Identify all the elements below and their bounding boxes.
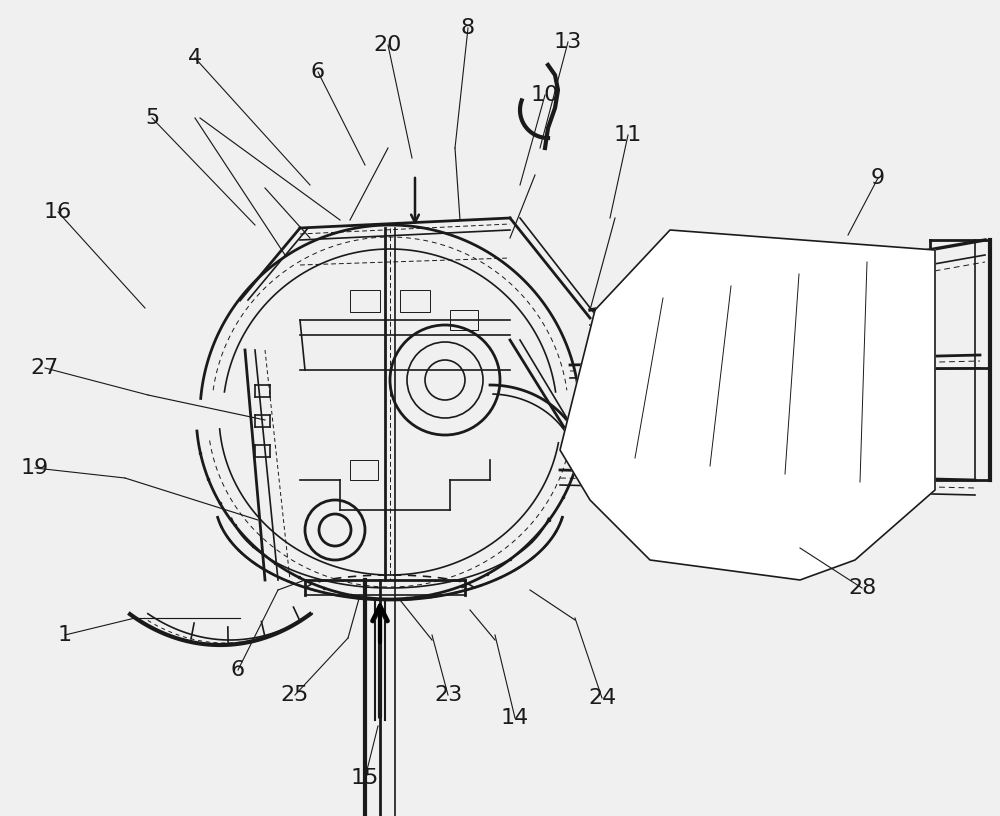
- Text: 23: 23: [434, 685, 462, 705]
- Text: 15: 15: [351, 768, 379, 788]
- Text: 19: 19: [21, 458, 49, 478]
- Text: 6: 6: [311, 62, 325, 82]
- Bar: [350, 290, 380, 312]
- Text: 1: 1: [58, 625, 72, 645]
- Polygon shape: [560, 230, 935, 580]
- Text: 9: 9: [871, 168, 885, 188]
- Bar: [400, 290, 430, 312]
- Text: 27: 27: [31, 358, 59, 378]
- Text: 4: 4: [188, 48, 202, 68]
- Text: 20: 20: [374, 35, 402, 55]
- Bar: [450, 310, 478, 330]
- Text: 6: 6: [231, 660, 245, 680]
- Text: 5: 5: [145, 108, 159, 128]
- Text: 24: 24: [588, 688, 616, 708]
- Text: 13: 13: [554, 32, 582, 52]
- Text: 16: 16: [44, 202, 72, 222]
- Text: 14: 14: [501, 708, 529, 728]
- Text: 28: 28: [848, 578, 876, 598]
- Text: 11: 11: [614, 125, 642, 145]
- Bar: [350, 460, 378, 480]
- Text: 8: 8: [461, 18, 475, 38]
- Text: 10: 10: [531, 85, 559, 105]
- Text: 25: 25: [281, 685, 309, 705]
